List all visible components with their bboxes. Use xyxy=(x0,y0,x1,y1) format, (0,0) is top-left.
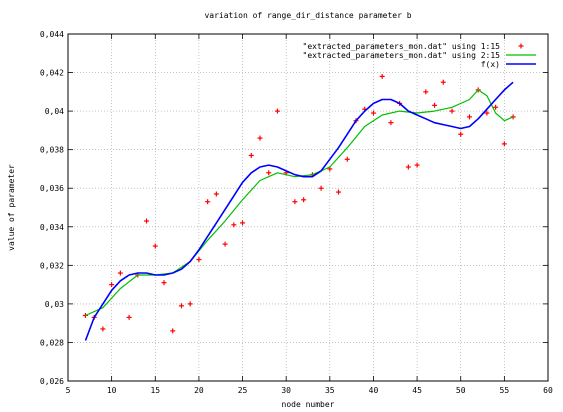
y-tick-label: 0,044 xyxy=(40,30,64,39)
data-point xyxy=(458,131,464,137)
y-tick-label: 0,026 xyxy=(40,377,64,386)
data-point xyxy=(266,170,272,176)
data-point xyxy=(370,110,376,116)
data-point xyxy=(501,141,507,147)
plot-frame xyxy=(67,33,549,382)
data-point xyxy=(144,218,150,224)
y-axis-label: value of parameter xyxy=(7,164,16,251)
data-point xyxy=(117,270,123,276)
data-point xyxy=(196,257,202,263)
y-tick-label: 0,028 xyxy=(40,338,64,347)
grid-lines xyxy=(68,34,548,381)
data-point xyxy=(388,120,394,126)
legend: "extracted_parameters_mon.dat" using 1:1… xyxy=(303,42,536,69)
y-tick-label: 0,034 xyxy=(40,223,64,232)
data-point xyxy=(187,301,193,307)
data-point xyxy=(161,280,167,286)
x-tick-label: 35 xyxy=(325,386,335,395)
x-tick-label: 20 xyxy=(194,386,204,395)
y-tick-label: 0,032 xyxy=(40,261,64,270)
x-tick-label: 30 xyxy=(281,386,291,395)
x-axis-label: node number xyxy=(282,400,335,409)
legend-entry: f(x) xyxy=(481,60,536,69)
y-tick-label: 0,038 xyxy=(40,146,64,155)
data-point xyxy=(109,282,115,288)
legend-label: f(x) xyxy=(481,60,500,69)
y-tick-label: 0,042 xyxy=(40,69,64,78)
data-point xyxy=(493,104,499,110)
series-3 xyxy=(84,81,514,341)
y-tick-label: 0,04 xyxy=(45,107,64,116)
data-point xyxy=(100,326,106,332)
x-tick-label: 55 xyxy=(500,386,510,395)
data-point xyxy=(178,303,184,309)
data-point xyxy=(213,191,219,197)
data-point xyxy=(257,135,263,141)
legend-entry: "extracted_parameters_mon.dat" using 1:1… xyxy=(303,42,524,51)
data-point xyxy=(274,108,280,114)
data-point xyxy=(248,152,254,158)
x-tick-label: 45 xyxy=(412,386,422,395)
tick-marks xyxy=(67,33,549,382)
data-point xyxy=(82,312,88,318)
data-point xyxy=(405,164,411,170)
series-layer xyxy=(82,73,516,341)
data-point xyxy=(484,110,490,116)
x-tick-label: 60 xyxy=(543,386,553,395)
data-point xyxy=(292,199,298,205)
x-tick-label: 15 xyxy=(150,386,160,395)
data-point xyxy=(466,114,472,120)
data-point xyxy=(423,89,429,95)
y-tick-label: 0,03 xyxy=(45,300,64,309)
chart-title: variation of range_dir_distance paramete… xyxy=(204,11,411,20)
legend-label: "extracted_parameters_mon.dat" using 2:1… xyxy=(303,51,501,60)
data-point xyxy=(449,108,455,114)
series-line xyxy=(84,81,514,341)
data-point xyxy=(222,241,228,247)
data-point xyxy=(379,73,385,79)
legend-entry: "extracted_parameters_mon.dat" using 2:1… xyxy=(303,51,536,60)
data-point xyxy=(414,162,420,168)
data-point xyxy=(301,197,307,203)
data-point xyxy=(126,314,132,320)
x-tick-label: 10 xyxy=(107,386,117,395)
data-point xyxy=(170,328,176,334)
data-point xyxy=(205,199,211,205)
data-point xyxy=(432,102,438,108)
x-tick-label: 25 xyxy=(238,386,248,395)
x-tick-label: 40 xyxy=(369,386,379,395)
data-point xyxy=(318,185,324,191)
tick-labels: 5 10 15 20 25 30 35 40 45 50 55 60 0,026 0,028 0,03 0,0… xyxy=(40,30,553,395)
data-point xyxy=(231,222,237,228)
x-tick-label: 5 xyxy=(66,386,71,395)
data-point xyxy=(440,79,446,85)
data-point xyxy=(336,189,342,195)
data-point xyxy=(152,243,158,249)
x-tick-label: 50 xyxy=(456,386,466,395)
legend-label: "extracted_parameters_mon.dat" using 1:1… xyxy=(303,42,501,51)
y-tick-label: 0,036 xyxy=(40,184,64,193)
data-point xyxy=(240,220,246,226)
data-point xyxy=(344,156,350,162)
